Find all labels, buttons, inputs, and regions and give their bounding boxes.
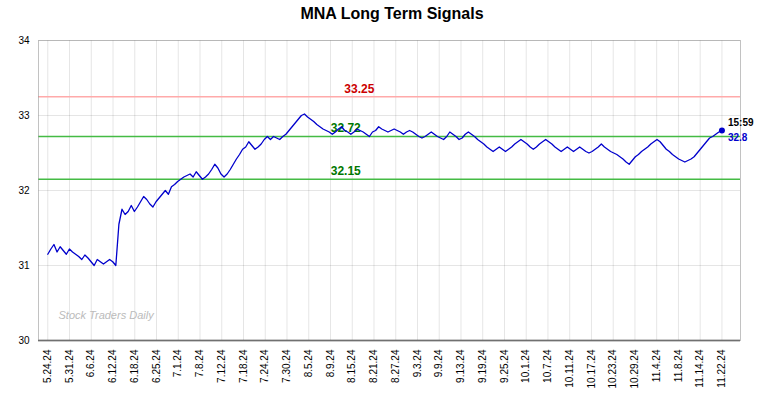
svg-text:15:59: 15:59 (728, 117, 754, 128)
svg-text:6.6.24: 6.6.24 (85, 349, 96, 377)
svg-text:30: 30 (18, 335, 30, 346)
svg-text:11.8.24: 11.8.24 (673, 349, 684, 382)
svg-text:31: 31 (18, 260, 30, 271)
svg-text:9.13.24: 9.13.24 (455, 349, 466, 383)
svg-text:11.4.24: 11.4.24 (651, 349, 662, 382)
svg-text:33.25: 33.25 (344, 82, 374, 96)
html-text:MNA Long Term Signals: MNA Long Term Signals (300, 5, 484, 22)
svg-text:9.19.24: 9.19.24 (477, 349, 488, 383)
svg-text:11.22.24: 11.22.24 (716, 349, 727, 388)
svg-text:8.5.24: 8.5.24 (303, 349, 314, 377)
svg-text:32.8: 32.8 (728, 132, 748, 143)
svg-text:9.3.24: 9.3.24 (412, 349, 423, 377)
svg-text:33: 33 (18, 110, 30, 121)
svg-text:10.11.24: 10.11.24 (564, 349, 575, 388)
svg-text:6.25.24: 6.25.24 (151, 349, 162, 383)
svg-text:9.25.24: 9.25.24 (499, 349, 510, 383)
svg-text:32.15: 32.15 (331, 164, 361, 178)
svg-text:5.24.24: 5.24.24 (42, 349, 53, 383)
svg-text:6.18.24: 6.18.24 (129, 349, 140, 383)
svg-text:10.29.24: 10.29.24 (629, 349, 640, 388)
svg-text:8.9.24: 8.9.24 (325, 349, 336, 377)
svg-text:Stock Traders Daily: Stock Traders Daily (59, 309, 156, 321)
svg-text:5.31.24: 5.31.24 (64, 349, 75, 383)
svg-text:7.1.24: 7.1.24 (172, 349, 183, 377)
svg-text:7.18.24: 7.18.24 (238, 349, 249, 383)
svg-text:11.14.24: 11.14.24 (694, 349, 705, 388)
svg-text:10.17.24: 10.17.24 (586, 349, 597, 388)
svg-text:10.7.24: 10.7.24 (542, 349, 553, 383)
svg-text:10.1.24: 10.1.24 (520, 349, 531, 383)
svg-text:32: 32 (18, 185, 30, 196)
svg-text:7.12.24: 7.12.24 (216, 349, 227, 383)
svg-text:9.9.24: 9.9.24 (433, 349, 444, 377)
svg-text:8.21.24: 8.21.24 (368, 349, 379, 383)
svg-text:34: 34 (18, 35, 30, 46)
svg-text:10.23.24: 10.23.24 (607, 349, 618, 388)
svg-text:6.12.24: 6.12.24 (107, 349, 118, 383)
svg-text:32.72: 32.72 (331, 121, 361, 135)
svg-text:7.8.24: 7.8.24 (194, 349, 205, 377)
svg-text:8.15.24: 8.15.24 (346, 349, 357, 383)
svg-text:7.24.24: 7.24.24 (259, 349, 270, 383)
svg-text:7.30.24: 7.30.24 (281, 349, 292, 383)
svg-text:8.27.24: 8.27.24 (390, 349, 401, 383)
